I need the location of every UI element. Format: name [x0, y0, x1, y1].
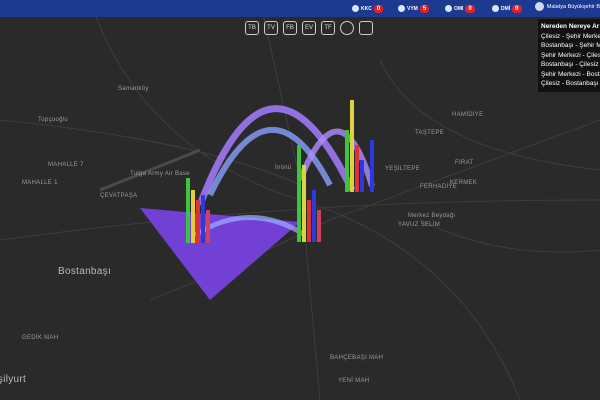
panel-title: Nereden Nereye Ar	[541, 23, 600, 30]
layer-tool[interactable]: TB	[245, 21, 259, 35]
badge-icon	[352, 5, 359, 12]
map-label: YEŞİLTEPE	[385, 166, 420, 172]
map-label: Samanköy	[118, 86, 149, 92]
route-item[interactable]: Çilesiz - Şehir Merke	[541, 32, 600, 40]
badge-label: OMI	[454, 5, 464, 12]
doc-tool[interactable]	[359, 21, 373, 35]
route-item[interactable]: Şehir Merkezi - Çilesi	[541, 51, 600, 59]
map-label: HAMİDİYE	[452, 112, 484, 118]
map-label: İnönü	[275, 165, 292, 171]
map-label: FERHADİYE	[420, 184, 458, 190]
badge-icon	[492, 5, 499, 12]
map-label: Merkez Beydağı	[408, 213, 456, 219]
route-panel: Nereden Nereye Ar Çilesiz - Şehir Merke B…	[538, 19, 600, 92]
map-label: MAHALLE 1	[22, 180, 58, 186]
layer-tool[interactable]: TF	[321, 21, 335, 35]
bluetooth-tool[interactable]	[226, 21, 240, 35]
badge-count: 0	[373, 4, 384, 13]
map-label: YAVUZ SELİM	[398, 222, 441, 228]
route-item[interactable]: Çilesiz - Bostanbaşı	[541, 80, 599, 87]
map-label: Yeşilyurt	[0, 374, 27, 385]
layer-tool[interactable]: EV	[302, 21, 316, 35]
map-label: GEDİK MAH	[22, 335, 59, 341]
map-label: MAHALLE 7	[48, 162, 84, 168]
alert-badge[interactable]: DMİ 0	[492, 2, 522, 15]
badge-label: VYM	[407, 5, 418, 12]
toolbar: TB TV FB EV TF	[226, 21, 373, 35]
alert-badge[interactable]: OMI 0	[445, 2, 475, 15]
badge-icon	[445, 5, 452, 12]
alert-badge[interactable]: VYM 5	[398, 2, 430, 15]
route-item[interactable]: Bostanbaşı - Çilesiz -	[541, 61, 600, 68]
map-label: ÇEVATPAŞA	[100, 193, 138, 199]
badge-icon	[398, 5, 405, 12]
alert-badge[interactable]: KKC 0	[352, 2, 384, 15]
top-bar: Malatya Büyükşehir B KKC 0 VYM 5 OMI 0 DMİ 0	[0, 0, 600, 17]
map-label: TAŞTEPE	[415, 130, 444, 136]
route-item[interactable]: Şehir Merkezi - Bostan	[541, 70, 600, 78]
layer-tool[interactable]: FB	[283, 21, 297, 35]
badge-count: 5	[419, 4, 430, 13]
badge-label: DMİ	[501, 5, 511, 12]
user-name: Malatya Büyükşehir B	[546, 3, 600, 10]
flow-visualization	[140, 100, 375, 300]
layer-tool[interactable]: TV	[264, 21, 278, 35]
map-label: FIRAT	[455, 160, 474, 166]
map-label: Bostanbaşı	[58, 266, 112, 277]
map-label: Tulga Army Air Base	[130, 171, 190, 177]
map-label: Topçuoğlu	[38, 117, 69, 123]
route-item[interactable]: Bostanbaşı - Şehir M	[541, 42, 600, 49]
badge-label: KKC	[361, 5, 372, 12]
map-label: KERMEK	[450, 180, 478, 186]
badge-count: 0	[465, 4, 475, 13]
user-menu[interactable]: Malatya Büyükşehir B	[534, 2, 600, 11]
clock-tool[interactable]	[340, 21, 354, 35]
map-label: BAHÇEBAŞI MAH	[330, 355, 384, 361]
map-label: YENİ MAH	[338, 378, 370, 384]
badge-count: 0	[512, 4, 522, 13]
